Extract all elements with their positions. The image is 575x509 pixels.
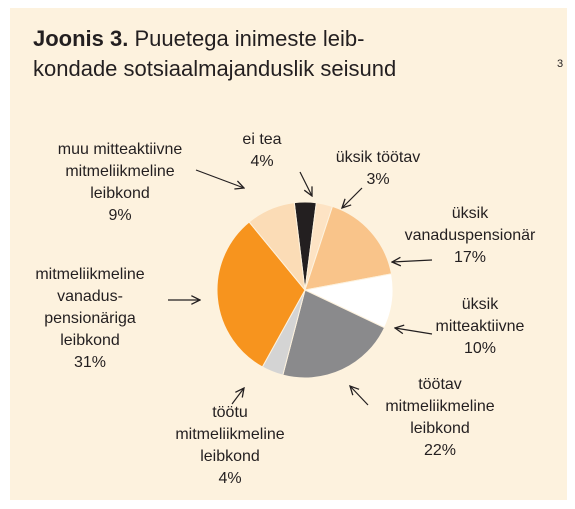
slice-label: vanadus- xyxy=(57,288,123,305)
slice-label: leibkond xyxy=(90,185,150,202)
pie-slice xyxy=(248,202,306,292)
slice-label: üksik töötav xyxy=(336,149,420,166)
value-label: 17% xyxy=(454,249,486,266)
slice-label: mitmeliikmeline xyxy=(65,163,174,180)
value-label: 4% xyxy=(250,153,273,170)
value-label: 31% xyxy=(74,354,106,371)
slice-label: leibkond xyxy=(200,448,260,465)
slice-label: mitmeliikmeline xyxy=(385,398,494,415)
chart-title: Joonis 3. Puuetega inimeste leib- xyxy=(33,26,364,51)
arrows xyxy=(168,169,433,406)
slice-label: mitteaktiivne xyxy=(436,318,525,335)
slice-label: leibkond xyxy=(60,332,120,349)
value-label: 4% xyxy=(218,470,241,487)
slice-label: töötav xyxy=(418,376,462,393)
footnote-mark: 3 xyxy=(557,58,563,70)
slice-label: mitmeliikmeline xyxy=(35,266,144,283)
slice-label: mitmeliikmeline xyxy=(175,426,284,443)
slice-label: üksik xyxy=(452,205,489,222)
title-line: kondade sotsiaalmajanduslik seisund xyxy=(33,56,396,81)
slice-label: pensionäriga xyxy=(44,310,136,327)
value-label: 10% xyxy=(464,340,496,357)
title-line: Puuetega inimeste leib- xyxy=(134,26,364,51)
pie-slice xyxy=(282,289,386,379)
value-label: 9% xyxy=(108,207,131,224)
pie-slice xyxy=(216,221,306,368)
slice-label: vanaduspensionär xyxy=(405,227,536,244)
slice-label: üksik xyxy=(462,296,499,313)
slice-label: töötu xyxy=(212,404,248,421)
title-label: Joonis 3. xyxy=(33,26,128,51)
value-label: 3% xyxy=(366,171,389,188)
slice-label: muu mitteaktiivne xyxy=(58,141,183,158)
value-label: 22% xyxy=(424,442,456,459)
pie-slice xyxy=(304,205,393,291)
slice-label: leibkond xyxy=(410,420,470,437)
slice-label: ei tea xyxy=(242,131,281,148)
